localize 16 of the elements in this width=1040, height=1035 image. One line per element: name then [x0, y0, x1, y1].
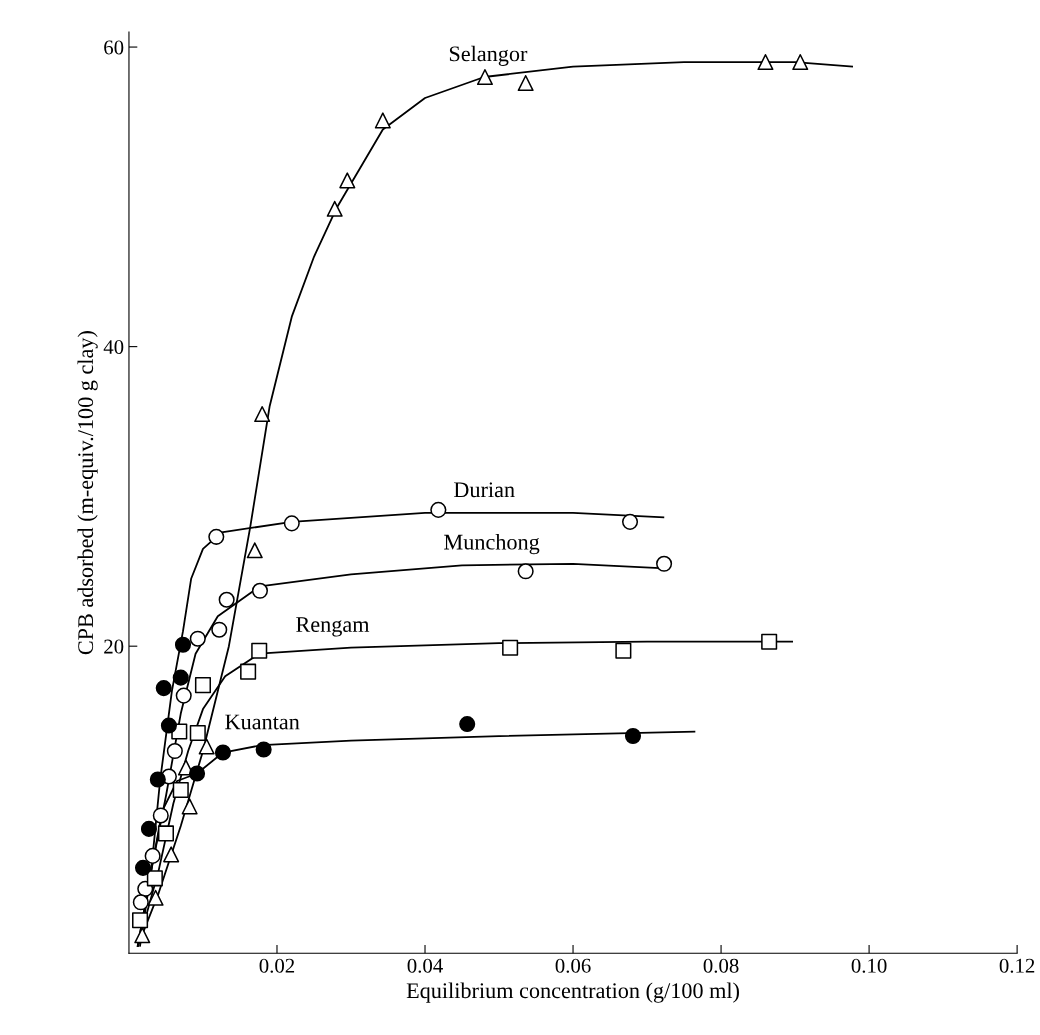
x-tick-label: 0.10 [851, 958, 887, 973]
x-tick-label: 0.08 [703, 958, 739, 973]
annotation: Durian [454, 482, 515, 498]
y-tick-label: 20 [104, 639, 124, 654]
x-tick-label: 0.06 [555, 958, 591, 973]
x-tick-label: 0.04 [407, 958, 443, 973]
annotation: Munchong [444, 533, 540, 555]
x-axis-title: Equilibrium concentration (g/100 ml) [406, 982, 739, 1003]
y-axis-title: CPB adsorbed (m-equiv./100 g clay) [77, 331, 98, 655]
x-tick-label: 0.12 [999, 958, 1035, 973]
annotation: Selangor [449, 45, 528, 66]
annotation: Kuantan [225, 714, 300, 730]
y-tick-label: 40 [103, 340, 124, 355]
x-tick-label: 0.02 [259, 958, 295, 973]
y-tick-label: 60 [104, 40, 124, 55]
annotation: Rengam [296, 617, 370, 637]
